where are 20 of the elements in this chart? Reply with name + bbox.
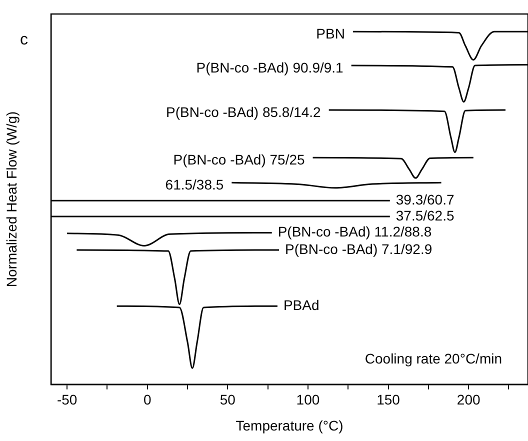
x-tick-label: 200	[456, 392, 480, 408]
series-label: P(BN-co -BAd) 90.9/9.1	[196, 59, 344, 76]
x-tick-label: 100	[296, 392, 320, 408]
series-label: 61.5/38.5	[165, 176, 224, 192]
series-label: P(BN-co -BAd) 85.8/14.2	[166, 104, 322, 120]
annotation: Cooling rate 20°C/min	[364, 350, 502, 366]
x-tick-label: 150	[376, 392, 400, 408]
series-label: PBN	[316, 25, 345, 42]
series-label: P(BN-co -BAd) 7.1/92.9	[285, 240, 432, 257]
y-axis-title: Normalized Heat Flow (W/g)	[3, 111, 20, 288]
series-label: 39.3/60.7	[396, 191, 454, 208]
series-label: P(BN-co -BAd) 75/25	[173, 151, 305, 168]
series-label: 37.5/62.5	[396, 207, 454, 224]
x-axis-title: Temperature (°C)	[236, 417, 344, 434]
x-tick-label: 50	[220, 392, 236, 408]
series-label: PBAd	[283, 296, 320, 313]
x-tick-label: 0	[143, 392, 152, 408]
series-label: P(BN-co -BAd) 11.2/88.8	[278, 224, 432, 240]
chart-title: c	[20, 31, 28, 48]
x-tick-label: -50	[56, 392, 78, 408]
